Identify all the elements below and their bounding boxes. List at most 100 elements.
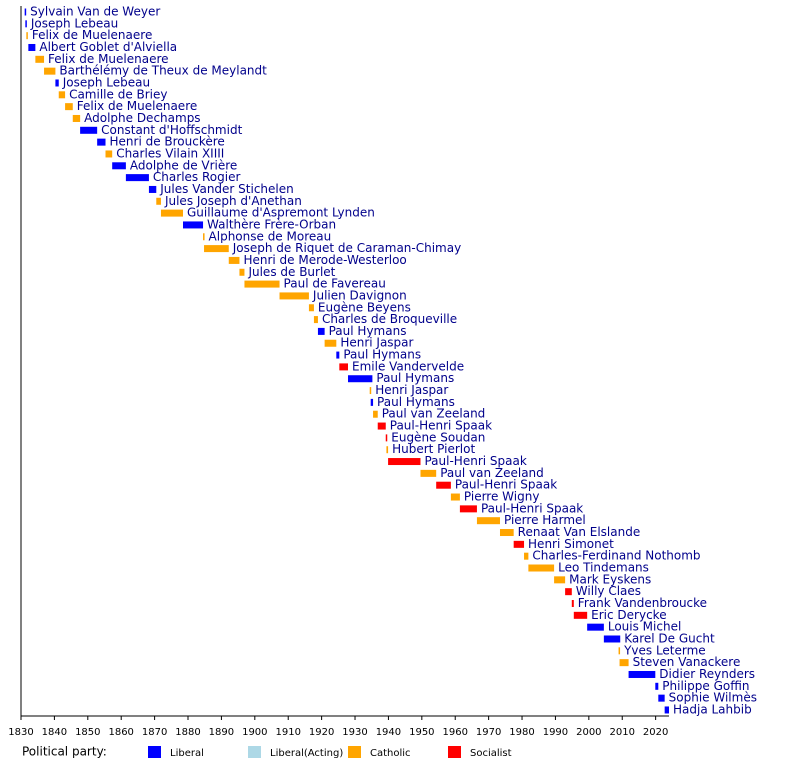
- term-bar: [35, 55, 45, 63]
- term-bar: [655, 682, 659, 690]
- minister-name: Paul de Favereau: [284, 277, 386, 291]
- x-tick-label: 1910: [275, 727, 300, 738]
- x-tick-label: 1870: [142, 727, 167, 738]
- x-tick-label: 1920: [309, 727, 334, 738]
- term-bar: [499, 529, 514, 537]
- minister-name: Barthélémy de Theux de Meylandt: [59, 64, 267, 78]
- term-bar: [524, 552, 529, 560]
- term-bar: [554, 576, 566, 584]
- minister-name: Paul van Zeeland: [440, 466, 544, 480]
- x-tick-label: 2020: [643, 727, 668, 738]
- legend-label: Socialist: [470, 748, 512, 759]
- term-bar: [97, 138, 106, 146]
- minister-name: Renaat Van Elslande: [518, 525, 641, 539]
- minister-name: Henri de Brouckère: [110, 135, 225, 149]
- term-bar: [348, 375, 373, 383]
- legend-swatch: [148, 746, 161, 758]
- term-bar: [125, 174, 149, 182]
- legend-swatch: [448, 746, 461, 758]
- x-tick-label: 1940: [376, 727, 401, 738]
- minister-name: Mark Eyskens: [569, 572, 651, 586]
- term-bar: [571, 600, 574, 607]
- term-bar: [183, 221, 204, 229]
- term-bar: [80, 126, 98, 134]
- term-bar: [324, 339, 337, 347]
- minister-name: Pierre Wigny: [464, 490, 540, 504]
- minister-name: Sylvain Van de Weyer: [30, 5, 160, 19]
- minister-name: Paul Hymans: [329, 324, 407, 338]
- legend-swatch: [248, 746, 261, 758]
- minister-name: Leo Tindemans: [558, 561, 649, 575]
- term-bar: [279, 292, 309, 300]
- term-bar: [420, 469, 437, 477]
- term-bar: [44, 67, 56, 75]
- minister-name: Willy Claes: [576, 584, 641, 598]
- term-bar: [112, 162, 126, 170]
- legend-label: Liberal(Acting): [270, 748, 343, 759]
- term-bar: [565, 588, 572, 596]
- minister-name: Guillaume d'Aspremont Lynden: [187, 206, 375, 220]
- term-bar: [203, 233, 205, 241]
- term-bar: [528, 564, 555, 572]
- minister-name: Julien Davignon: [312, 288, 407, 302]
- term-bar: [573, 611, 588, 619]
- minister-name: Adolphe Dechamps: [84, 111, 200, 125]
- minister-name: Eugène Soudan: [391, 430, 485, 444]
- minister-name: Walthère Frère-Orban: [207, 217, 336, 231]
- minister-name: Alphonse de Moreau: [209, 229, 332, 243]
- term-bar: [603, 635, 621, 643]
- term-bar: [476, 517, 500, 525]
- minister-name: Sophie Wilmès: [669, 691, 757, 705]
- term-bar: [156, 197, 161, 205]
- term-bar: [587, 623, 604, 631]
- minister-name: Charles Rogier: [153, 170, 241, 184]
- x-tick-label: 1990: [543, 727, 568, 738]
- term-bar: [58, 91, 66, 99]
- term-bar: [664, 706, 669, 714]
- term-bar: [239, 268, 245, 276]
- term-bar: [317, 327, 325, 335]
- minister-name: Charles de Broqueville: [322, 312, 457, 326]
- minister-name: Henri Jaspar: [340, 336, 413, 350]
- term-bar: [618, 647, 621, 655]
- legend-label: Catholic: [370, 748, 411, 759]
- minister-name: Emile Vandervelde: [352, 359, 464, 373]
- minister-name: Didier Reynders: [659, 667, 755, 681]
- term-bar: [148, 185, 157, 193]
- minister-name: Pierre Harmel: [504, 513, 586, 527]
- minister-name: Jules Joseph d'Anethan: [164, 194, 302, 208]
- legend-title: Political party:: [22, 745, 107, 759]
- term-bar: [339, 363, 349, 371]
- term-bar: [628, 670, 656, 678]
- minister-name: Felix de Muelenaere: [32, 28, 152, 42]
- minister-name: Albert Goblet d'Alviella: [39, 40, 177, 54]
- legend-swatch: [348, 746, 361, 758]
- minister-name: Philippe Goffin: [662, 679, 749, 693]
- term-bar: [385, 434, 388, 442]
- x-tick-label: 1890: [209, 727, 234, 738]
- minister-name: Louis Michel: [608, 620, 681, 634]
- term-bar: [228, 256, 240, 264]
- term-bar: [336, 351, 340, 359]
- x-tick-label: 1830: [8, 727, 33, 738]
- term-bar: [308, 304, 314, 312]
- term-bar: [65, 103, 73, 111]
- minister-name: Eugène Beyens: [318, 300, 411, 314]
- minister-name: Steven Vanackere: [633, 655, 741, 669]
- minister-name: Paul-Henri Spaak: [455, 478, 557, 492]
- term-bar: [436, 481, 451, 489]
- minister-name: Joseph Lebeau: [30, 16, 118, 30]
- x-tick-label: 1850: [75, 727, 100, 738]
- minister-name: Charles-Ferdinand Nothomb: [532, 549, 700, 563]
- minister-name: Karel De Gucht: [624, 631, 715, 645]
- minister-name: Charles Vilain XIIII: [116, 146, 224, 160]
- x-tick-label: 2000: [576, 727, 601, 738]
- minister-name: Paul-Henri Spaak: [481, 501, 583, 515]
- x-tick-label: 1880: [175, 727, 200, 738]
- term-bar: [28, 43, 36, 51]
- term-bar: [386, 446, 389, 454]
- term-bar: [160, 209, 183, 217]
- legend-label: Liberal: [170, 748, 204, 759]
- minister-name: Frank Vandenbroucke: [578, 596, 707, 610]
